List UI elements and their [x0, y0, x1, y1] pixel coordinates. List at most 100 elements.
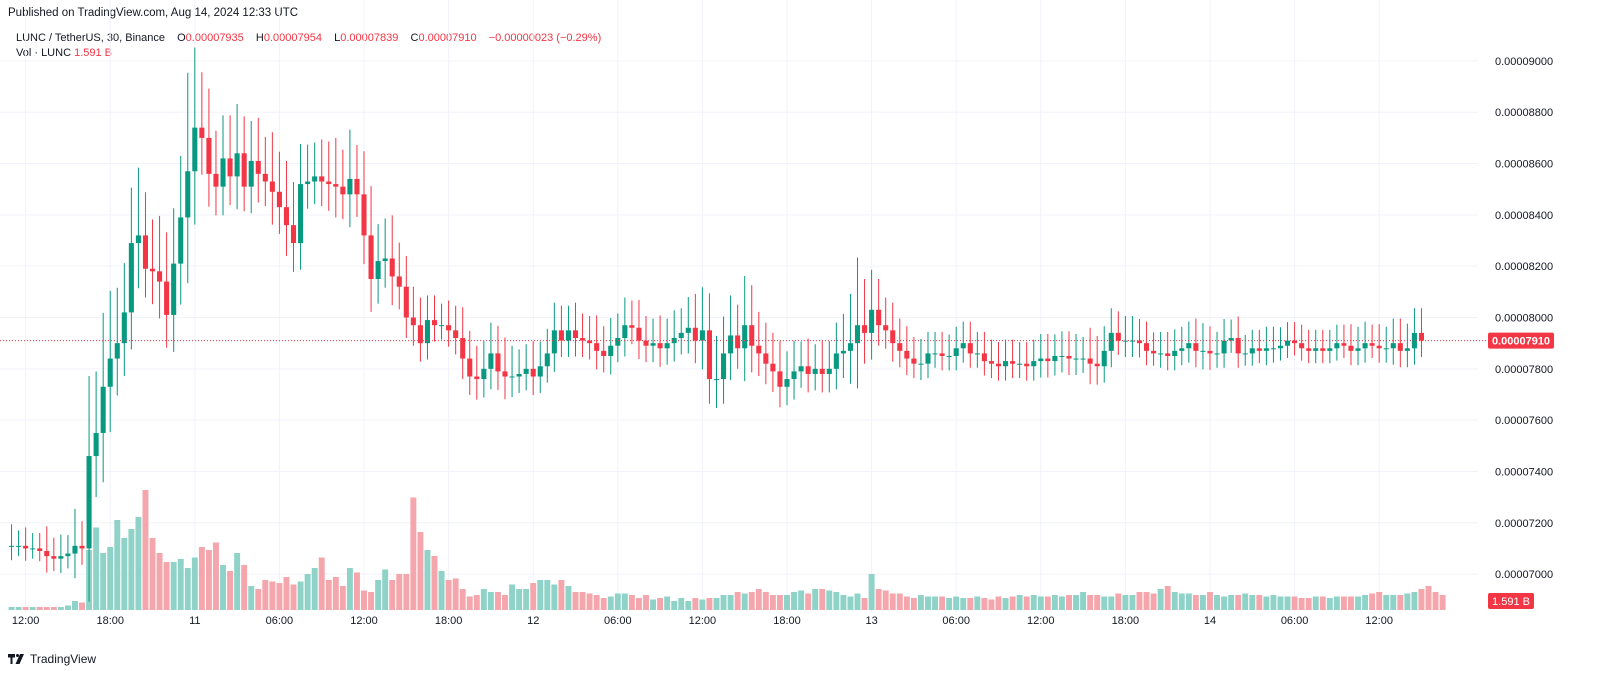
candle-body: [523, 368, 529, 374]
volume-bar: [269, 581, 276, 610]
candle-body: [206, 137, 212, 174]
candle-body: [1235, 338, 1241, 354]
volume-bar: [1143, 592, 1150, 610]
volume-bar: [1312, 596, 1319, 610]
volume-bar: [1164, 586, 1171, 610]
volume-bar: [657, 598, 664, 610]
volume-bar: [1030, 595, 1037, 610]
volume-bar: [946, 598, 953, 610]
volume-bar: [198, 547, 205, 610]
volume-bar: [72, 601, 78, 610]
candle-body: [269, 181, 275, 192]
volume-bar: [163, 562, 170, 610]
volume-bar: [819, 589, 826, 610]
candle-body: [939, 353, 945, 356]
candle-body: [417, 325, 423, 344]
volume-bar: [995, 596, 1002, 610]
candle-body: [1200, 350, 1206, 352]
volume-bar: [1044, 596, 1051, 610]
candle-body: [1313, 348, 1319, 351]
candle-body: [178, 217, 184, 264]
candle-body: [164, 281, 170, 315]
candle-body: [812, 368, 818, 374]
candle-body: [1010, 361, 1016, 364]
candle-body: [262, 173, 268, 182]
volume-bar: [1157, 589, 1164, 610]
volume-bar: [805, 593, 812, 610]
candle-body: [1158, 353, 1164, 355]
candle-body: [932, 353, 938, 355]
candle-body: [389, 258, 395, 277]
volume-bar: [565, 586, 572, 610]
volume-bar: [854, 593, 861, 610]
volume-bar: [354, 572, 360, 610]
candle-body: [911, 358, 917, 364]
candle-body: [1108, 332, 1114, 351]
x-tick-label: 06:00: [604, 615, 632, 627]
volume-bar: [1101, 596, 1108, 610]
volume-bar: [516, 589, 523, 610]
candle-body: [1207, 350, 1213, 354]
volume-bar: [896, 593, 903, 610]
candle-body: [72, 545, 78, 554]
candle-body: [199, 127, 205, 138]
candle-body: [537, 366, 543, 377]
candle-body: [488, 353, 494, 369]
volume-bar: [664, 596, 671, 610]
candle-body: [368, 235, 374, 280]
candle-body: [580, 338, 586, 341]
volume-bar: [600, 598, 607, 610]
candle-body: [213, 173, 219, 187]
volume-bar: [840, 595, 847, 610]
candle-body: [629, 325, 635, 328]
candle-body: [1418, 332, 1425, 341]
x-tick-label: 12:00: [350, 615, 378, 627]
candle-body: [622, 325, 628, 339]
volume-label: Vol · LUNC: [16, 47, 72, 59]
volume-bar: [1207, 592, 1213, 610]
candle-body: [819, 368, 825, 374]
volume-bar: [586, 593, 593, 610]
candle-body: [692, 327, 698, 341]
volume-bar: [734, 592, 741, 610]
candle-body: [699, 330, 705, 341]
candle-body: [530, 368, 536, 377]
candle-body: [805, 366, 811, 374]
volume-bar: [1319, 596, 1326, 610]
volume-bar: [643, 595, 649, 610]
candle-body: [981, 353, 987, 362]
volume-legend: Vol · LUNC 1.591 B: [16, 47, 112, 59]
volume-bar: [981, 598, 988, 610]
y-tick-label: 0.00007200: [1495, 518, 1553, 530]
candle-body: [1383, 348, 1389, 350]
volume-bar: [812, 589, 819, 610]
volume-bar: [1150, 593, 1157, 610]
x-tick-label: 18:00: [435, 615, 463, 627]
volume-bar: [1214, 595, 1220, 610]
volume-bar: [1228, 595, 1235, 610]
volume-bar: [1256, 595, 1263, 610]
candle-body: [1214, 353, 1220, 355]
volume-bar: [1136, 592, 1143, 610]
volume-bar: [1348, 596, 1354, 610]
x-tick-label: 18:00: [1112, 615, 1140, 627]
volume-bar: [1404, 593, 1411, 610]
volume-bar: [361, 590, 367, 610]
y-tick-label: 0.00007600: [1495, 415, 1553, 427]
candle-body: [777, 371, 783, 387]
candle-body: [382, 258, 388, 262]
candle-body: [86, 456, 92, 549]
candle-body: [833, 353, 839, 369]
candle-body: [1059, 355, 1065, 357]
volume-bar: [791, 592, 798, 610]
candle-body: [107, 358, 113, 387]
volume-bar: [1326, 598, 1333, 610]
candle-body: [30, 548, 36, 550]
candle-body: [1256, 348, 1262, 351]
footer-brand-label: TradingView: [30, 652, 97, 666]
candle-body: [1411, 332, 1417, 349]
x-tick-label: 18:00: [773, 615, 801, 627]
candle-body: [657, 343, 663, 349]
volume-bar: [579, 592, 586, 610]
